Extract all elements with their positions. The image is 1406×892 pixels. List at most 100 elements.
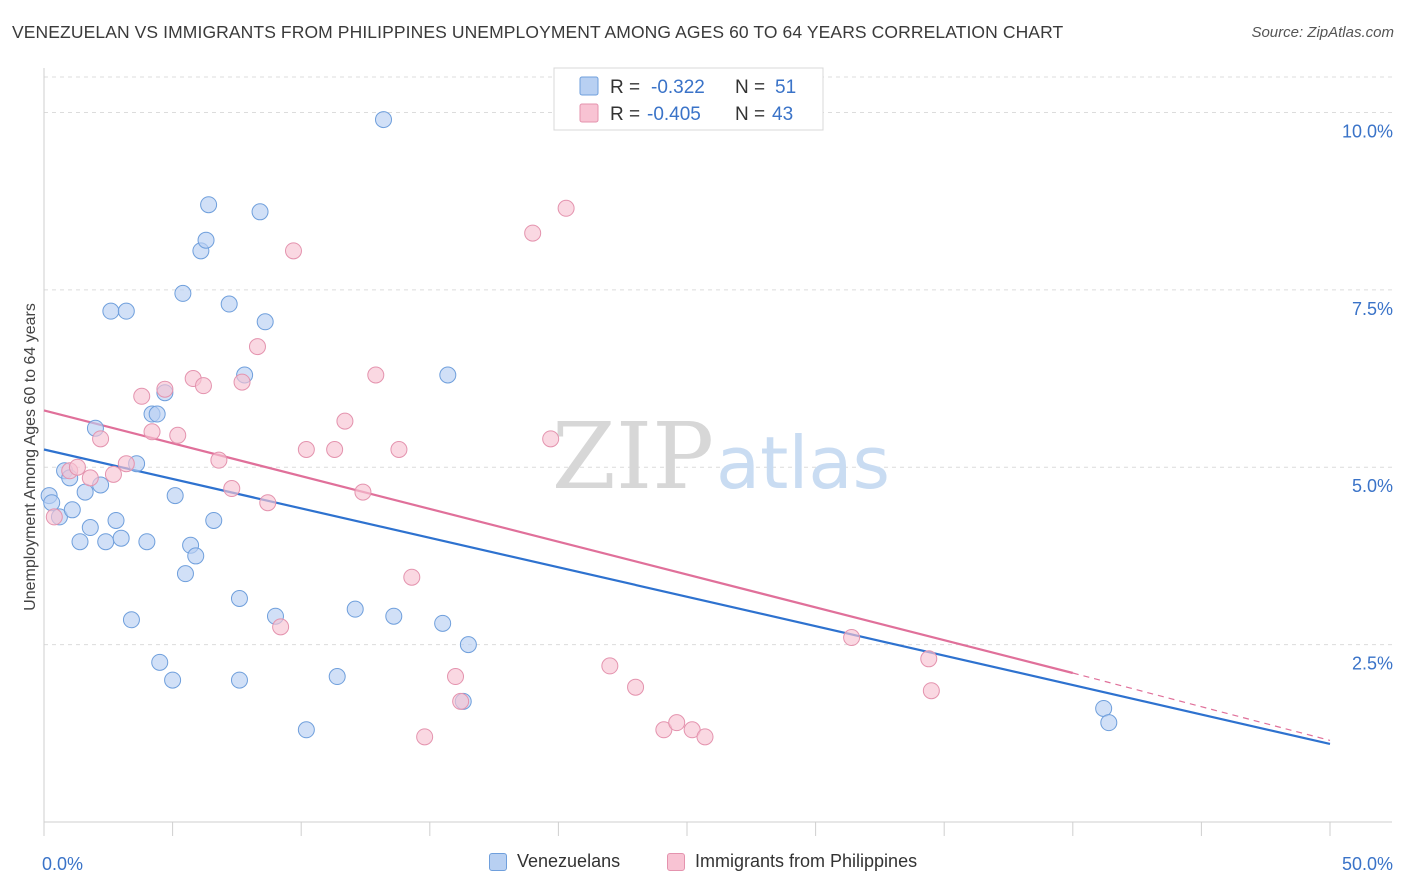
venezuelan-point-13 — [107, 511, 125, 529]
x-tick-label-1: 50.0% — [1342, 854, 1393, 874]
legend-swatch-venezuelans — [579, 76, 599, 96]
venezuelan-point-15 — [117, 302, 135, 320]
legend-n-value-2: 43 — [772, 104, 793, 125]
venezuelan-point-11 — [97, 533, 115, 551]
watermark: ZIP atlas — [552, 403, 890, 510]
data-points — [40, 103, 1118, 746]
philippines-point-37 — [683, 721, 701, 739]
philippines-point-0 — [45, 508, 63, 526]
y-tick-label-2: 7.5% — [1352, 299, 1393, 319]
legend-swatch-venezuelans-bottom — [489, 852, 507, 871]
venezuelan-point-40 — [297, 721, 315, 739]
venezuelan-point-35 — [230, 671, 248, 689]
correlation-legend: R = -0.322 N = 51 R = -0.405 N = 43 — [553, 67, 824, 131]
philippines-point-31 — [542, 430, 560, 448]
philippines-point-42 — [922, 682, 940, 700]
venezuelan-point-38 — [256, 313, 274, 331]
venezuelan-point-24 — [166, 487, 184, 505]
philippines-point-36 — [668, 714, 686, 732]
legend-label-philippines: Immigrants from Philippines — [695, 851, 918, 871]
philippines-point-29 — [452, 692, 470, 710]
venezuelan-point-31 — [200, 196, 218, 214]
philippines-point-15 — [233, 373, 251, 391]
philippines-point-13 — [210, 451, 228, 469]
philippines-point-38 — [696, 728, 714, 746]
venezuelan-point-7 — [76, 483, 94, 501]
axes: 2.5% 5.0% 7.5% 10.0% 0.0% 50.0% — [42, 68, 1393, 874]
venezuelan-point-8 — [81, 519, 99, 537]
philippines-point-17 — [259, 494, 277, 512]
legend-r-label-1: R = — [610, 77, 640, 98]
legend-label-venezuelans: Venezuelans — [517, 851, 621, 871]
venezuelan-point-50 — [1100, 714, 1118, 732]
philippines-point-32 — [557, 199, 575, 217]
philippines-point-6 — [117, 455, 135, 473]
legend-swatch-philippines-bottom — [667, 852, 685, 871]
philippines-point-26 — [403, 568, 421, 586]
y-tick-label-0: 2.5% — [1352, 654, 1393, 674]
philippines-point-5 — [104, 465, 122, 483]
venezuelan-point-44 — [385, 607, 403, 625]
legend-item-philippines[interactable]: Immigrants from Philippines — [667, 851, 917, 872]
venezuelan-point-42 — [346, 600, 364, 618]
legend-n-value-1: 51 — [775, 77, 796, 98]
venezuelan-point-20 — [148, 405, 166, 423]
legend-n-label-2: N = — [735, 104, 765, 125]
venezuelan-point-37 — [251, 203, 269, 221]
watermark-atlas: atlas — [716, 421, 890, 505]
philippines-point-41 — [920, 650, 938, 668]
philippines-point-22 — [336, 412, 354, 430]
philippines-point-24 — [367, 366, 385, 384]
venezuelan-point-48 — [459, 636, 477, 654]
philippines-point-9 — [156, 380, 174, 398]
x-tick-label-0: 0.0% — [42, 854, 83, 874]
legend-swatch-philippines — [579, 103, 599, 123]
venezuelan-trendline — [43, 448, 1331, 746]
correlation-legend-box — [553, 67, 824, 131]
legend-n-label-1: N = — [735, 77, 765, 98]
venezuelan-point-34 — [230, 590, 248, 607]
grid-lines — [44, 76, 1392, 646]
venezuelan-point-25 — [174, 284, 192, 302]
venezuelan-point-28 — [187, 547, 205, 565]
philippines-point-16 — [248, 338, 266, 356]
philippines-point-34 — [627, 678, 645, 696]
philippines-point-21 — [326, 441, 344, 458]
venezuelan-point-30 — [197, 231, 215, 249]
watermark-zip: ZIP — [552, 403, 714, 510]
philippines-point-27 — [416, 728, 434, 746]
venezuelan-point-49 — [1095, 699, 1113, 717]
philippines-point-2 — [68, 458, 86, 476]
venezuelan-point-45 — [434, 614, 452, 632]
venezuelan-point-5 — [63, 501, 81, 519]
philippines-point-10 — [169, 426, 187, 444]
philippines-point-7 — [133, 387, 151, 405]
philippines-point-35 — [655, 721, 673, 739]
philippines-point-19 — [284, 242, 302, 260]
venezuelan-point-12 — [102, 302, 120, 320]
venezuelan-point-46 — [439, 366, 457, 384]
philippines-point-23 — [354, 483, 372, 501]
venezuelan-point-23 — [164, 671, 182, 689]
y-tick-label-1: 5.0% — [1352, 476, 1393, 496]
venezuelan-point-26 — [176, 565, 194, 583]
philippines-point-33 — [601, 657, 619, 675]
y-axis-label: Unemployment Among Ages 60 to 64 years — [22, 303, 39, 611]
venezuelan-point-6 — [71, 533, 89, 551]
philippines-point-40 — [843, 629, 861, 647]
venezuelan-point-32 — [205, 511, 223, 529]
philippines-point-4 — [92, 430, 110, 448]
philippines-point-25 — [390, 441, 408, 458]
legend-r-value-2: -0.405 — [647, 104, 701, 125]
philippines-point-28 — [447, 668, 465, 686]
venezuelan-point-14 — [112, 529, 130, 547]
source-label: Source: ZipAtlas.com — [1251, 24, 1394, 41]
philippines-point-18 — [272, 618, 290, 636]
philippines-point-30 — [524, 224, 542, 242]
philippines-point-20 — [297, 441, 315, 458]
legend-item-venezuelans[interactable]: Venezuelans — [489, 851, 620, 872]
legend-r-label-2: R = — [610, 104, 640, 125]
philippines-point-3 — [81, 469, 99, 487]
philippines-trendline-extension — [1072, 672, 1331, 741]
